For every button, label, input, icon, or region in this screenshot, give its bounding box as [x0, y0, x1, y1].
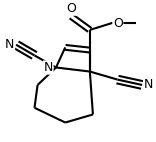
Text: N: N: [44, 61, 53, 74]
Text: O: O: [113, 17, 123, 30]
Text: N: N: [5, 38, 15, 51]
Text: N: N: [144, 78, 153, 91]
Text: O: O: [66, 2, 76, 15]
